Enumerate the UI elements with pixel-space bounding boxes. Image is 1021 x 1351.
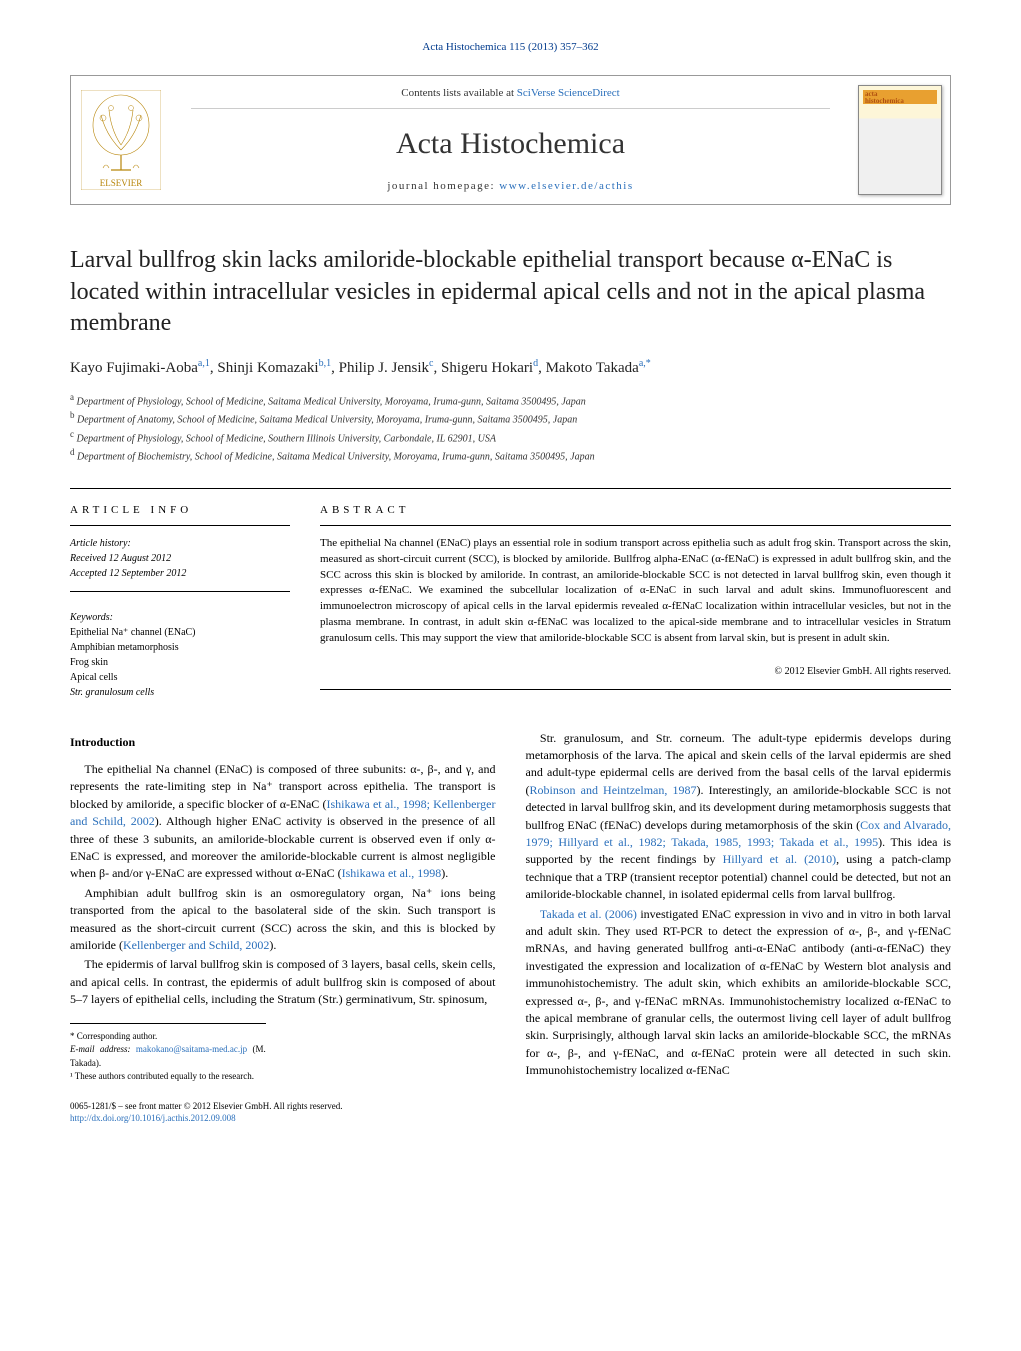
article-info-column: article info Article history: Received 1… [70, 503, 290, 699]
abstract-text: The epithelial Na channel (ENaC) plays a… [320, 536, 951, 658]
received-date: Received 12 August 2012 [70, 551, 290, 566]
introduction-heading: Introduction [70, 734, 496, 751]
info-abstract-row: article info Article history: Received 1… [70, 488, 951, 699]
svg-text:ELSEVIER: ELSEVIER [100, 178, 143, 188]
author-0: Kayo Fujimaki-Aobaa,1 [70, 360, 210, 376]
journal-cover-thumbnail: actahistochemica [858, 85, 942, 195]
affiliation-c: c Department of Physiology, School of Me… [70, 428, 951, 446]
author-3: Shigeru Hokarid [441, 360, 538, 376]
accepted-date: Accepted 12 September 2012 [70, 566, 290, 581]
keyword-0: Epithelial Na⁺ channel (ENaC) [70, 625, 290, 640]
elsevier-tree-icon: ELSEVIER [81, 90, 161, 190]
affiliation-b: b Department of Anatomy, School of Medic… [70, 409, 951, 427]
body-paragraph-4: Str. granulosum, and Str. corneum. The a… [526, 730, 952, 904]
keyword-4: Str. granulosum cells [70, 685, 290, 700]
abstract-column: abstract The epithelial Na channel (ENaC… [320, 503, 951, 699]
article-body: Introduction The epithelial Na channel (… [70, 730, 951, 1084]
journal-title: Acta Histochemica [396, 123, 625, 165]
authors-line: Kayo Fujimaki-Aobaa,1, Shinji Komazakib,… [70, 357, 951, 379]
abstract-heading: abstract [320, 503, 951, 525]
keyword-2: Frog skin [70, 655, 290, 670]
affiliation-a: a Department of Physiology, School of Me… [70, 391, 951, 409]
publisher-logo: ELSEVIER [71, 76, 171, 204]
journal-cover-thumbnail-container: actahistochemica [850, 76, 950, 204]
keyword-3: Apical cells [70, 670, 290, 685]
body-paragraph-1: The epithelial Na channel (ENaC) is comp… [70, 761, 496, 883]
journal-header-box: ELSEVIER Contents lists available at Sci… [70, 75, 951, 205]
keyword-1: Amphibian metamorphosis [70, 640, 290, 655]
sciencedirect-link[interactable]: SciVerse ScienceDirect [517, 87, 620, 99]
homepage-link[interactable]: www.elsevier.de/acthis [499, 180, 633, 192]
footer: 0065-1281/$ – see front matter © 2012 El… [70, 1100, 951, 1125]
footnotes: * Corresponding author. E-mail address: … [70, 1023, 266, 1084]
history-label: Article history: [70, 536, 290, 551]
article-history: Article history: Received 12 August 2012… [70, 536, 290, 592]
homepage-prefix: journal homepage: [387, 180, 499, 192]
email-label: E-mail address: [70, 1044, 136, 1054]
corresponding-author-note: * Corresponding author. [70, 1030, 266, 1044]
body-paragraph-3: The epidermis of larval bullfrog skin is… [70, 956, 496, 1008]
affiliations: a Department of Physiology, School of Me… [70, 391, 951, 464]
body-paragraph-2: Amphibian adult bullfrog skin is an osmo… [70, 885, 496, 955]
front-matter-line: 0065-1281/$ – see front matter © 2012 El… [70, 1100, 951, 1113]
cover-label: actahistochemica [865, 91, 904, 105]
body-paragraph-5: Takada et al. (2006) investigated ENaC e… [526, 906, 952, 1080]
affiliation-d: d Department of Biochemistry, School of … [70, 446, 951, 464]
author-4: Makoto Takadaa,* [546, 360, 651, 376]
equal-contribution-note: ¹ These authors contributed equally to t… [70, 1070, 266, 1084]
author-2: Philip J. Jensikc [339, 360, 434, 376]
contents-available-line: Contents lists available at SciVerse Sci… [191, 86, 830, 108]
journal-reference: Acta Histochemica 115 (2013) 357–362 [70, 40, 951, 55]
author-1: Shinji Komazakib,1 [217, 360, 331, 376]
header-center: Contents lists available at SciVerse Sci… [171, 76, 850, 204]
abstract-copyright: © 2012 Elsevier GmbH. All rights reserve… [320, 665, 951, 690]
keywords-block: Keywords: Epithelial Na⁺ channel (ENaC) … [70, 610, 290, 700]
corresponding-email-link[interactable]: makokano@saitama-med.ac.jp [136, 1044, 247, 1054]
article-title: Larval bullfrog skin lacks amiloride-blo… [70, 245, 951, 339]
journal-homepage-line: journal homepage: www.elsevier.de/acthis [387, 179, 633, 194]
doi-link[interactable]: http://dx.doi.org/10.1016/j.acthis.2012.… [70, 1113, 236, 1123]
email-line: E-mail address: makokano@saitama-med.ac.… [70, 1043, 266, 1070]
keywords-label: Keywords: [70, 610, 290, 625]
contents-prefix: Contents lists available at [401, 87, 516, 99]
article-info-heading: article info [70, 503, 290, 525]
